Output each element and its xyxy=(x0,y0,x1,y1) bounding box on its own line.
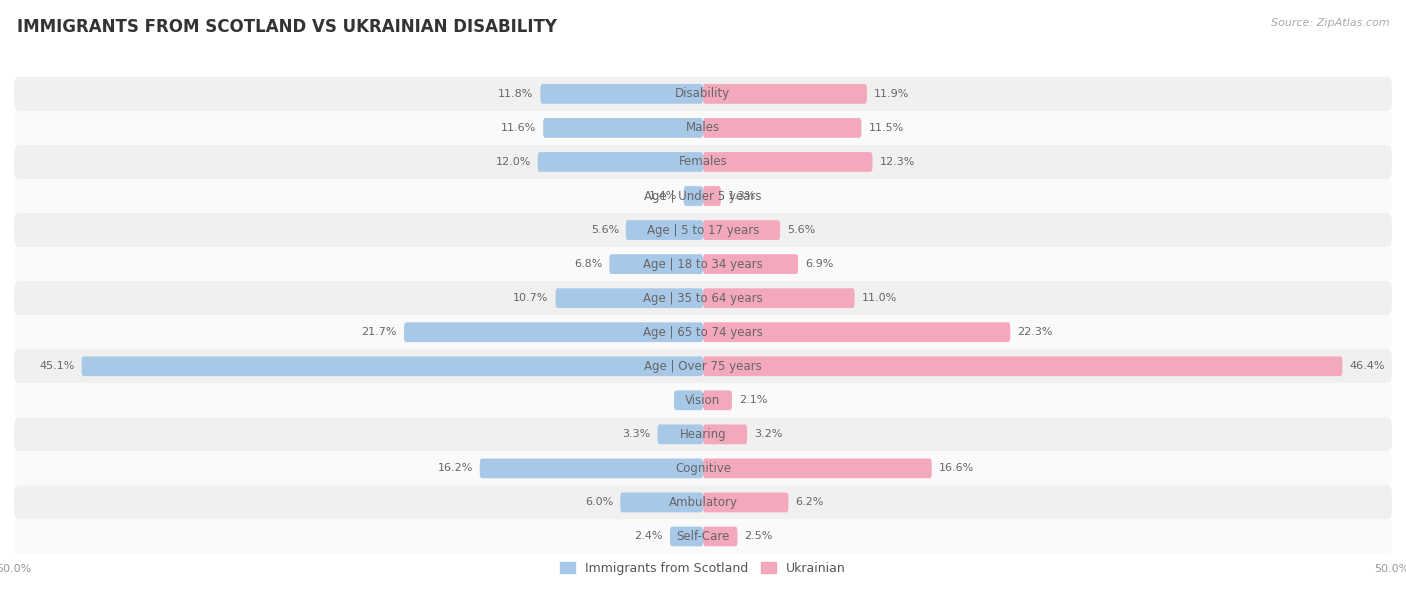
Text: Ambulatory: Ambulatory xyxy=(668,496,738,509)
Text: Age | 65 to 74 years: Age | 65 to 74 years xyxy=(643,326,763,338)
Text: 2.5%: 2.5% xyxy=(744,531,773,542)
Text: 6.0%: 6.0% xyxy=(585,498,613,507)
Text: Source: ZipAtlas.com: Source: ZipAtlas.com xyxy=(1271,18,1389,28)
Text: 11.9%: 11.9% xyxy=(875,89,910,99)
Text: Cognitive: Cognitive xyxy=(675,462,731,475)
FancyBboxPatch shape xyxy=(14,213,1392,247)
Text: Vision: Vision xyxy=(685,394,721,407)
Text: 1.3%: 1.3% xyxy=(728,191,756,201)
FancyBboxPatch shape xyxy=(658,425,703,444)
FancyBboxPatch shape xyxy=(14,520,1392,553)
Text: 10.7%: 10.7% xyxy=(513,293,548,303)
Text: Disability: Disability xyxy=(675,88,731,100)
FancyBboxPatch shape xyxy=(620,493,703,512)
FancyBboxPatch shape xyxy=(555,288,703,308)
Text: Hearing: Hearing xyxy=(679,428,727,441)
FancyBboxPatch shape xyxy=(703,493,789,512)
Text: 5.6%: 5.6% xyxy=(591,225,619,235)
FancyBboxPatch shape xyxy=(543,118,703,138)
Text: 45.1%: 45.1% xyxy=(39,361,75,371)
Text: Age | Over 75 years: Age | Over 75 years xyxy=(644,360,762,373)
Text: 3.2%: 3.2% xyxy=(754,430,782,439)
Text: 11.0%: 11.0% xyxy=(862,293,897,303)
FancyBboxPatch shape xyxy=(703,458,932,478)
Text: Females: Females xyxy=(679,155,727,168)
Text: 2.1%: 2.1% xyxy=(738,395,768,405)
Text: 16.6%: 16.6% xyxy=(939,463,974,474)
FancyBboxPatch shape xyxy=(540,84,703,104)
FancyBboxPatch shape xyxy=(14,145,1392,179)
Text: 46.4%: 46.4% xyxy=(1350,361,1385,371)
Text: 16.2%: 16.2% xyxy=(437,463,472,474)
FancyBboxPatch shape xyxy=(703,425,747,444)
Text: Self-Care: Self-Care xyxy=(676,530,730,543)
FancyBboxPatch shape xyxy=(703,356,1343,376)
Text: 2.4%: 2.4% xyxy=(634,531,664,542)
Legend: Immigrants from Scotland, Ukrainian: Immigrants from Scotland, Ukrainian xyxy=(555,557,851,580)
Text: 12.0%: 12.0% xyxy=(495,157,531,167)
Text: 6.9%: 6.9% xyxy=(806,259,834,269)
FancyBboxPatch shape xyxy=(703,84,868,104)
FancyBboxPatch shape xyxy=(14,452,1392,485)
Text: Age | 5 to 17 years: Age | 5 to 17 years xyxy=(647,223,759,237)
FancyBboxPatch shape xyxy=(537,152,703,172)
FancyBboxPatch shape xyxy=(82,356,703,376)
Text: 3.3%: 3.3% xyxy=(623,430,651,439)
Text: 11.8%: 11.8% xyxy=(498,89,533,99)
FancyBboxPatch shape xyxy=(669,526,703,547)
Text: Age | 18 to 34 years: Age | 18 to 34 years xyxy=(643,258,763,271)
FancyBboxPatch shape xyxy=(703,390,733,410)
FancyBboxPatch shape xyxy=(14,417,1392,452)
FancyBboxPatch shape xyxy=(14,77,1392,111)
FancyBboxPatch shape xyxy=(14,383,1392,417)
Text: IMMIGRANTS FROM SCOTLAND VS UKRAINIAN DISABILITY: IMMIGRANTS FROM SCOTLAND VS UKRAINIAN DI… xyxy=(17,18,557,36)
FancyBboxPatch shape xyxy=(626,220,703,240)
Text: Age | 35 to 64 years: Age | 35 to 64 years xyxy=(643,292,763,305)
FancyBboxPatch shape xyxy=(703,152,873,172)
FancyBboxPatch shape xyxy=(14,247,1392,281)
Text: 12.3%: 12.3% xyxy=(879,157,915,167)
FancyBboxPatch shape xyxy=(14,111,1392,145)
FancyBboxPatch shape xyxy=(609,254,703,274)
Text: 1.4%: 1.4% xyxy=(648,191,676,201)
FancyBboxPatch shape xyxy=(14,349,1392,383)
FancyBboxPatch shape xyxy=(14,485,1392,520)
FancyBboxPatch shape xyxy=(673,390,703,410)
Text: 5.6%: 5.6% xyxy=(787,225,815,235)
FancyBboxPatch shape xyxy=(404,323,703,342)
Text: Age | Under 5 years: Age | Under 5 years xyxy=(644,190,762,203)
FancyBboxPatch shape xyxy=(703,526,738,547)
Text: 11.5%: 11.5% xyxy=(869,123,904,133)
FancyBboxPatch shape xyxy=(703,254,799,274)
FancyBboxPatch shape xyxy=(703,323,1011,342)
Text: 2.1%: 2.1% xyxy=(638,395,668,405)
Text: 21.7%: 21.7% xyxy=(361,327,396,337)
Text: 22.3%: 22.3% xyxy=(1017,327,1053,337)
FancyBboxPatch shape xyxy=(703,220,780,240)
FancyBboxPatch shape xyxy=(703,288,855,308)
FancyBboxPatch shape xyxy=(14,179,1392,213)
Text: Males: Males xyxy=(686,121,720,135)
Text: 11.6%: 11.6% xyxy=(501,123,536,133)
FancyBboxPatch shape xyxy=(14,315,1392,349)
FancyBboxPatch shape xyxy=(479,458,703,478)
FancyBboxPatch shape xyxy=(703,186,721,206)
FancyBboxPatch shape xyxy=(683,186,703,206)
FancyBboxPatch shape xyxy=(703,118,862,138)
Text: 6.8%: 6.8% xyxy=(574,259,602,269)
FancyBboxPatch shape xyxy=(14,281,1392,315)
Text: 6.2%: 6.2% xyxy=(796,498,824,507)
